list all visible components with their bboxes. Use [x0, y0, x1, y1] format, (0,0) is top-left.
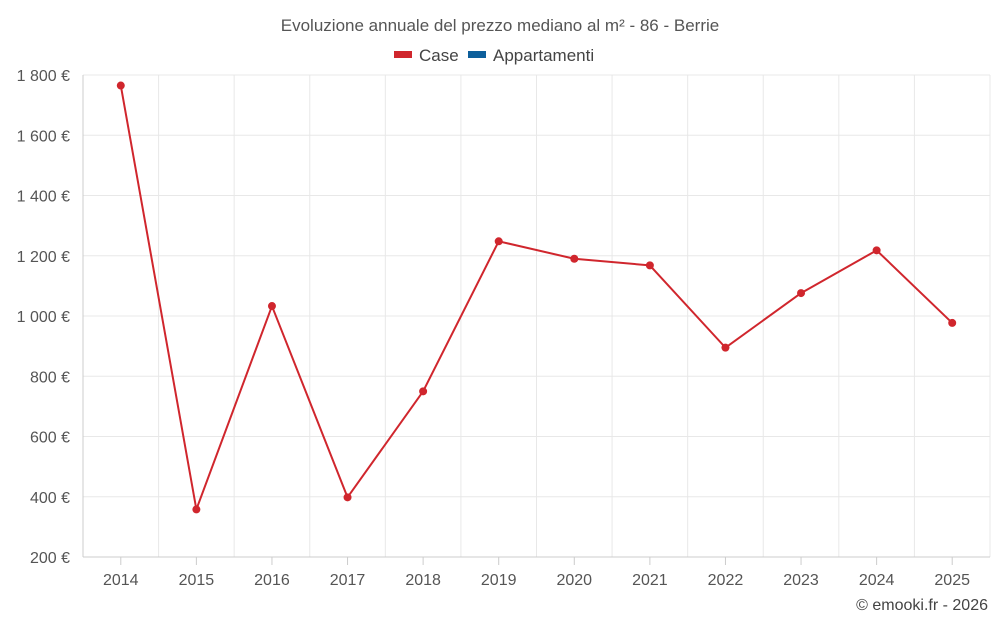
- credit-text: © emooki.fr - 2026: [856, 597, 988, 614]
- y-tick-label: 600 €: [30, 430, 70, 447]
- data-point-case-2021[interactable]: [645, 261, 654, 270]
- x-tick-label: 2014: [103, 572, 139, 589]
- series-case: [116, 81, 957, 514]
- series-line-case: [119, 85, 953, 511]
- x-tick-label: 2024: [859, 572, 895, 589]
- x-tick-label: 2021: [632, 572, 668, 589]
- data-point-case-2025[interactable]: [948, 318, 957, 327]
- y-tick-label: 1 600 €: [17, 128, 70, 145]
- data-point-case-2020[interactable]: [570, 254, 579, 263]
- y-tick-label: 1 400 €: [17, 189, 70, 206]
- y-tick-label: 800 €: [30, 369, 70, 386]
- legend-label-case[interactable]: Case: [419, 46, 459, 65]
- x-tick-label: 2015: [179, 572, 215, 589]
- legend-swatch-case[interactable]: [394, 51, 412, 58]
- legend-swatch-appartamenti[interactable]: [468, 51, 486, 58]
- data-point-case-2017[interactable]: [343, 493, 352, 502]
- data-point-case-2024[interactable]: [872, 246, 881, 255]
- legend-label-appartamenti[interactable]: Appartamenti: [493, 46, 594, 65]
- x-tick-label: 2019: [481, 572, 517, 589]
- y-tick-label: 400 €: [30, 490, 70, 507]
- y-tick-label: 200 €: [30, 550, 70, 567]
- grid: [82, 74, 991, 557]
- y-tick-label: 1 000 €: [17, 309, 70, 326]
- x-tick-label: 2025: [934, 572, 970, 589]
- chart-title: Evoluzione annuale del prezzo mediano al…: [281, 16, 719, 35]
- y-tick-label: 1 800 €: [17, 68, 70, 85]
- axes: [82, 75, 990, 558]
- x-tick-label: 2022: [708, 572, 744, 589]
- y-tick-label: 1 200 €: [17, 249, 70, 266]
- x-tick-label: 2020: [556, 572, 592, 589]
- x-tick-label: 2023: [783, 572, 819, 589]
- x-axis-ticks: 2014 2015 2016 2017 2018 2019 2020 2021 2022 2023…: [103, 557, 970, 589]
- data-point-case-2016[interactable]: [267, 302, 276, 311]
- data-point-case-2019[interactable]: [494, 237, 503, 246]
- data-point-case-2014[interactable]: [116, 81, 125, 90]
- data-point-case-2018[interactable]: [419, 387, 428, 396]
- data-point-case-2015[interactable]: [192, 505, 201, 514]
- x-tick-label: 2017: [330, 572, 366, 589]
- data-point-case-2022[interactable]: [721, 343, 730, 352]
- data-point-case-2023[interactable]: [797, 289, 806, 298]
- x-tick-label: 2018: [405, 572, 441, 589]
- legend: Case Appartamenti: [394, 46, 594, 65]
- x-tick-label: 2016: [254, 572, 290, 589]
- y-axis-ticks: 200 € 400 € 600 € 800 € 1 000 € 1 200 € 1 400 …: [17, 68, 70, 567]
